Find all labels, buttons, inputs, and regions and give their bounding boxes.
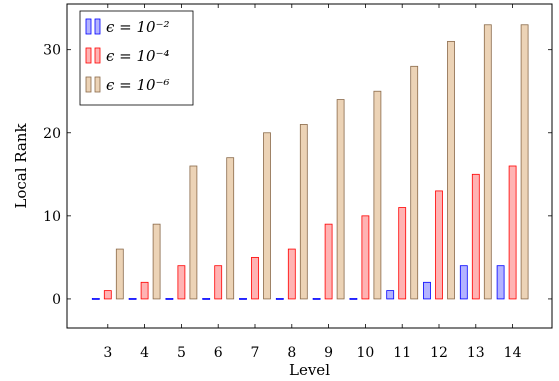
bar-6-series-2 [214, 265, 223, 300]
x-tick-label: 14 [504, 345, 522, 361]
x-tick-label: 8 [287, 345, 296, 361]
bar-6-series-1 [202, 298, 211, 300]
bar-13-series-1 [459, 265, 468, 300]
plot-frame [66, 3, 553, 329]
legend-entry-label: ϵ = 10⁻⁴ [106, 47, 170, 65]
legend: ϵ = 10⁻² ϵ = 10⁻⁴ ϵ = 10⁻⁶ [79, 10, 194, 106]
y-tick-label: 30 [43, 43, 61, 59]
x-tick-label: 13 [467, 345, 485, 361]
x-tick-label: 3 [103, 345, 112, 361]
bar-14-series-2 [508, 165, 517, 300]
legend-entry-label: ϵ = 10⁻⁶ [106, 76, 170, 94]
bars-group [91, 24, 529, 300]
bar-5-series-1 [165, 298, 174, 300]
x-tick-label: 7 [251, 345, 260, 361]
bar-3-series-1 [91, 298, 100, 300]
legend-swatch-b [94, 18, 101, 35]
bar-11-series-1 [386, 290, 395, 300]
y-tick-label: 10 [43, 209, 61, 225]
bar-12-series-2 [435, 190, 443, 300]
bar-3-series-2 [103, 290, 112, 300]
bar-8-series-2 [287, 248, 296, 300]
x-tick-label: 6 [214, 345, 223, 361]
bar-4-series-3 [152, 223, 161, 300]
x-tick-label: 11 [393, 345, 411, 361]
bar-10-series-2 [361, 215, 370, 300]
bar-11-series-3 [410, 65, 419, 300]
bar-4-series-1 [128, 298, 137, 300]
bar-14-series-3 [520, 24, 529, 300]
x-tick-label: 12 [430, 345, 448, 361]
legend-swatch-a [85, 18, 92, 35]
bar-12-series-3 [447, 40, 455, 300]
bar-11-series-2 [398, 207, 407, 300]
bar-9-series-3 [336, 99, 345, 300]
x-tick-label: 4 [140, 345, 149, 361]
bar-6-series-3 [226, 157, 235, 300]
bar-5-series-3 [189, 165, 198, 300]
legend-swatch-b [94, 47, 101, 64]
legend-entry-label: ϵ = 10⁻² [106, 18, 170, 36]
bar-12-series-1 [423, 281, 431, 300]
ticks-group: 3 4 5 6 7 8 9 10 11 12 13 14 0 10 20 30 [43, 4, 552, 361]
bar-10-series-3 [373, 90, 382, 300]
y-tick-label: 20 [43, 126, 61, 142]
legend-swatch-a [85, 47, 92, 64]
x-tick-label: 10 [356, 345, 374, 361]
x-tick-label: 9 [324, 345, 333, 361]
bar-8-series-3 [299, 124, 308, 300]
bar-4-series-2 [140, 281, 149, 300]
legend-swatch-a [85, 76, 92, 93]
bar-14-series-1 [496, 265, 505, 300]
bar-13-series-2 [471, 173, 480, 300]
bar-10-series-1 [349, 298, 358, 300]
legend-swatch-b [94, 76, 101, 93]
bar-9-series-1 [312, 298, 321, 300]
bar-7-series-1 [239, 298, 247, 300]
y-tick-label: 0 [52, 292, 61, 308]
bar-3-series-3 [115, 248, 124, 300]
x-tick-label: 5 [177, 345, 186, 361]
bar-13-series-3 [483, 24, 492, 300]
x-axis-label: Level [289, 361, 330, 379]
bar-5-series-2 [177, 265, 186, 300]
bar-7-series-3 [263, 132, 271, 300]
bar-7-series-2 [251, 256, 259, 300]
bar-8-series-1 [275, 298, 284, 300]
bar-9-series-2 [324, 223, 333, 300]
y-axis-label: Local Rank [12, 122, 30, 208]
